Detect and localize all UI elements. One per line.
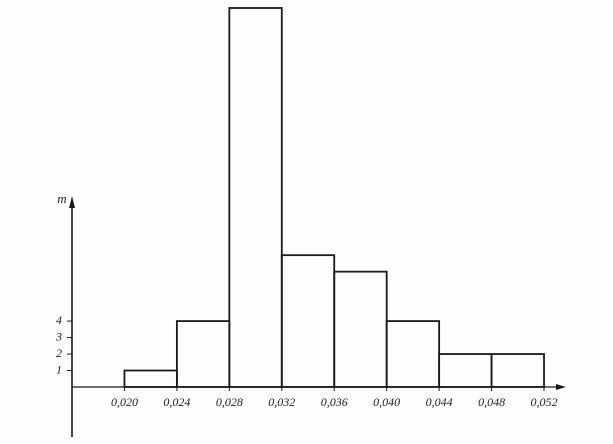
x-axis-arrow <box>556 384 566 390</box>
bar <box>280 254 336 388</box>
y-axis-arrow <box>69 196 75 208</box>
x-tick-label: 0,020 <box>111 395 138 409</box>
y-tick-label: 1 <box>56 362 62 376</box>
bar <box>385 320 441 388</box>
bar <box>333 270 388 388</box>
bar <box>490 353 545 388</box>
y-axis-label: m <box>57 191 66 206</box>
y-tick-label: 4 <box>56 313 62 327</box>
x-tick-label: 0,028 <box>216 395 243 409</box>
x-tick-label: 0,036 <box>321 395 348 409</box>
x-tick-label: 0,044 <box>426 395 453 409</box>
bar <box>228 7 283 388</box>
x-tick-label: 0,052 <box>531 395 558 409</box>
x-tick-label: 0,048 <box>478 395 505 409</box>
y-tick-label: 2 <box>56 346 62 360</box>
bar <box>123 369 178 388</box>
bar <box>175 320 231 388</box>
x-tick-label: 0,040 <box>373 395 400 409</box>
x-tick-label: 0,032 <box>268 395 295 409</box>
x-tick-label: 0,024 <box>163 395 190 409</box>
y-tick-label: 3 <box>55 329 62 343</box>
bar <box>438 353 493 388</box>
